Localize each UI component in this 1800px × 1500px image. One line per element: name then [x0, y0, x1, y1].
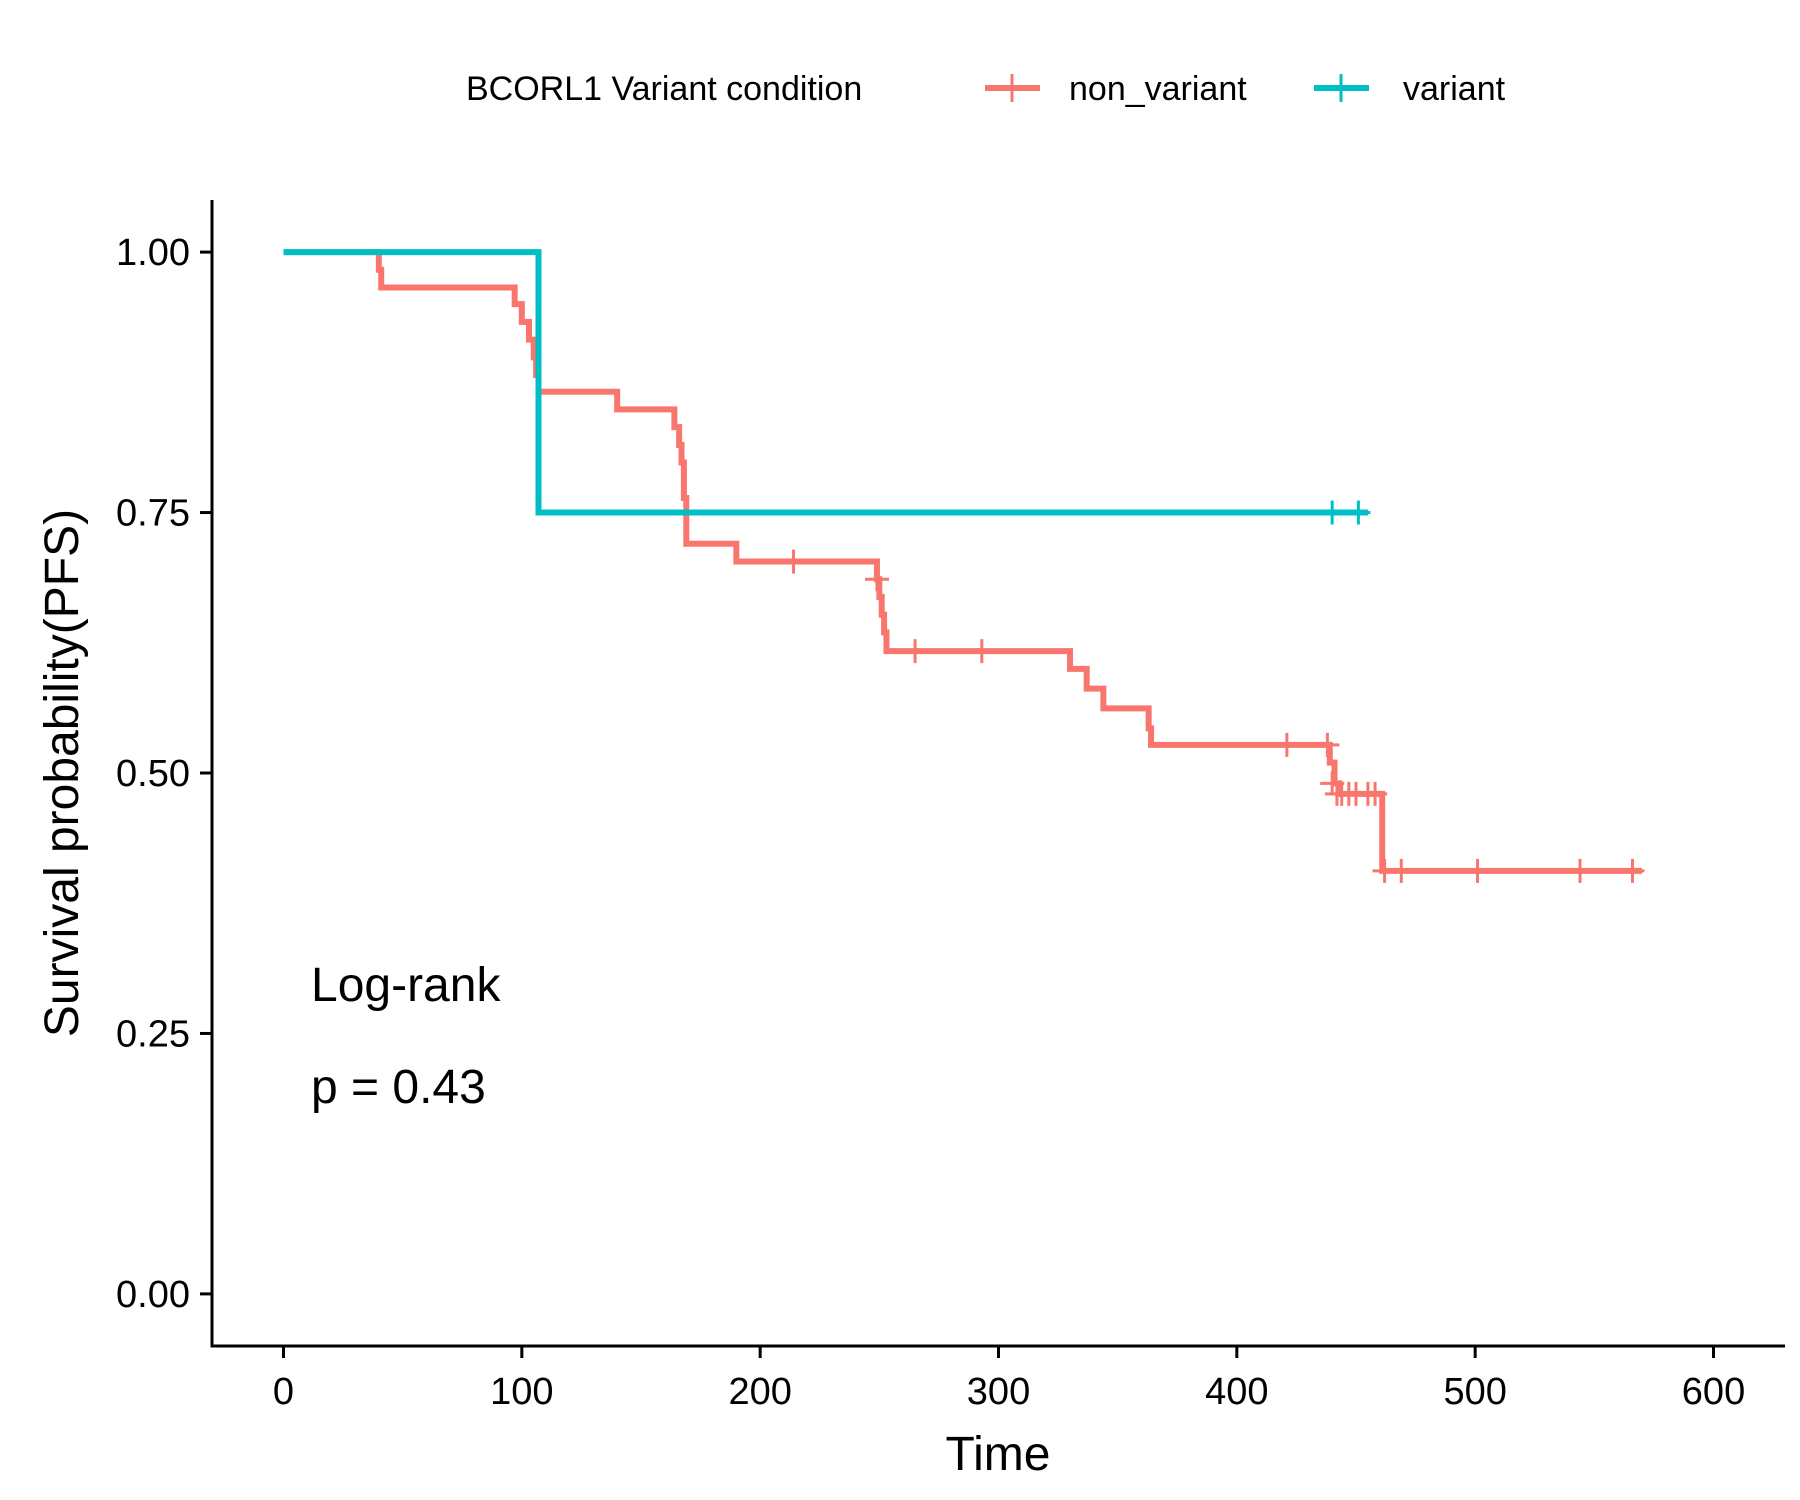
- x-tick-label: 300: [967, 1371, 1030, 1413]
- y-tick-label: 0.25: [116, 1013, 190, 1055]
- legend-label-variant: variant: [1403, 70, 1506, 108]
- logrank-annotation: Log-rank p = 0.43: [311, 959, 501, 1114]
- x-tick-label: 400: [1205, 1371, 1268, 1413]
- series-line-non-variant: [283, 249, 1642, 874]
- axes: 0 100 200 300 400 500 600 0.00 0.25 0.50 0.75 1.00…: [36, 200, 1785, 1481]
- x-tick-label: 100: [490, 1371, 553, 1413]
- y-tick-label: 0.00: [116, 1274, 190, 1316]
- x-axis-ticks: 0 100 200 300 400 500 600: [273, 1346, 1745, 1413]
- series-non-variant: [283, 249, 1645, 883]
- y-axis-ticks: 0.00 0.25 0.50 0.75 1.00: [116, 232, 212, 1316]
- legend-item-variant: variant: [1314, 70, 1506, 108]
- x-tick-label: 500: [1443, 1371, 1506, 1413]
- series-line-variant: [283, 249, 1368, 516]
- x-tick-label: 200: [728, 1371, 791, 1413]
- x-tick-label: 0: [273, 1371, 294, 1413]
- x-axis-title: Time: [946, 1428, 1051, 1481]
- y-tick-label: 0.75: [116, 493, 190, 535]
- plot-area: [283, 249, 1645, 883]
- y-axis-title: Survival probability(PFS): [36, 509, 89, 1037]
- legend-item-non-variant: non_variant: [985, 70, 1247, 108]
- legend: BCORL1 Variant condition non_variant var…: [466, 70, 1506, 108]
- logrank-pvalue: p = 0.43: [311, 1061, 486, 1114]
- series-variant: [283, 249, 1371, 525]
- legend-label-non-variant: non_variant: [1069, 70, 1247, 108]
- x-tick-label: 600: [1682, 1371, 1745, 1413]
- y-tick-label: 1.00: [116, 232, 190, 274]
- legend-title: BCORL1 Variant condition: [466, 70, 862, 108]
- y-tick-label: 0.50: [116, 753, 190, 795]
- logrank-label: Log-rank: [311, 959, 501, 1012]
